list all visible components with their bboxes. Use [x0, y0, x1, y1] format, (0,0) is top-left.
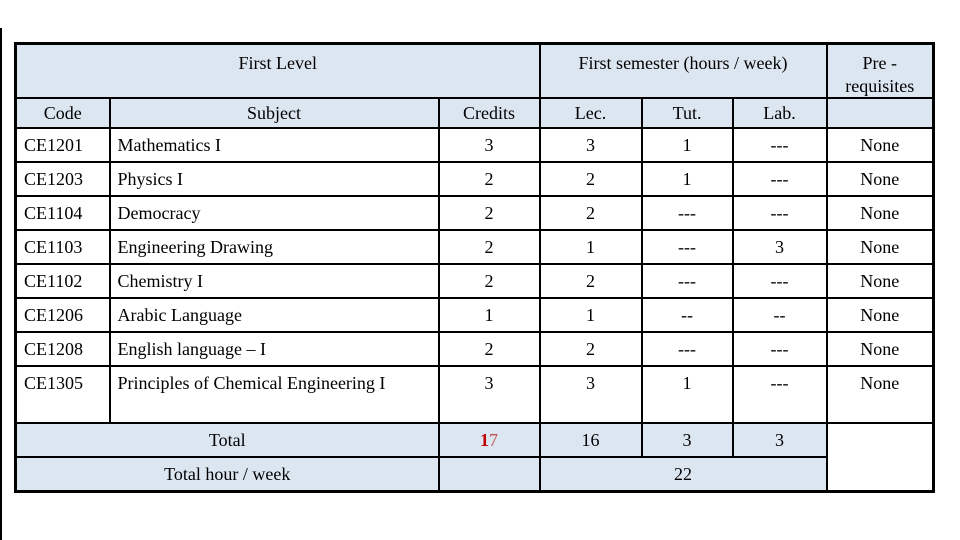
course-lab: --- — [731, 263, 828, 299]
course-credits: 2 — [437, 331, 541, 367]
semester-header-cell: First semester (hours / week) — [538, 42, 828, 99]
credits-column-header: Credits — [437, 97, 541, 129]
course-prereq: None — [825, 331, 935, 367]
course-lec: 3 — [538, 365, 643, 424]
course-lec: 2 — [538, 331, 643, 367]
total-hours-value-cell: 22 — [538, 456, 828, 492]
course-row: CE1103 Engineering Drawing 2 1 --- 3 Non… — [14, 229, 935, 265]
prerequisites-header-line2: requisites — [845, 75, 915, 96]
course-tut: --- — [640, 331, 734, 367]
course-code: CE1305 — [14, 365, 111, 424]
prerequisites-column-header-empty — [825, 97, 935, 129]
course-row: CE1305 Principles of Chemical Engineerin… — [14, 365, 935, 424]
course-row: CE1208 English language – I 2 2 --- --- … — [14, 331, 935, 367]
total-lab-cell: 3 — [731, 422, 828, 458]
course-subject: Physics I — [108, 161, 440, 197]
course-lab: -- — [731, 297, 828, 333]
total-credits-second-digit: 7 — [489, 429, 499, 450]
course-prereq: None — [825, 365, 935, 424]
course-code: CE1102 — [14, 263, 111, 299]
prerequisites-header-cell: Pre - requisites — [825, 42, 935, 99]
total-credits-cell: 17 — [437, 422, 541, 458]
course-credits: 2 — [437, 195, 541, 231]
course-tut: 1 — [640, 127, 734, 163]
total-credits-first-digit: 1 — [480, 429, 490, 450]
course-subject: Engineering Drawing — [108, 229, 440, 265]
course-subject: Chemistry I — [108, 263, 440, 299]
course-prereq: None — [825, 263, 935, 299]
course-prereq: None — [825, 297, 935, 333]
slide-left-border-line — [0, 28, 2, 540]
total-tut-cell: 3 — [640, 422, 734, 458]
course-code: CE1201 — [14, 127, 111, 163]
course-prereq: None — [825, 127, 935, 163]
course-subject: Mathematics I — [108, 127, 440, 163]
total-lec-cell: 16 — [538, 422, 643, 458]
total-hours-row: Total hour / week 22 — [14, 456, 934, 492]
course-lab: --- — [731, 195, 828, 231]
course-subject: Arabic Language — [108, 297, 440, 333]
course-row: CE1201 Mathematics I 3 3 1 --- None — [14, 127, 935, 163]
course-credits: 2 — [437, 229, 541, 265]
course-prereq: None — [825, 161, 935, 197]
course-subject: Democracy — [108, 195, 440, 231]
course-subject: English language – I — [108, 331, 440, 367]
course-lec: 2 — [538, 263, 643, 299]
course-prereq: None — [825, 229, 935, 265]
course-tut: 1 — [640, 365, 734, 424]
course-lec: 1 — [538, 229, 643, 265]
level-header-cell: First Level — [14, 42, 541, 99]
course-code: CE1208 — [14, 331, 111, 367]
lec-column-header: Lec. — [538, 97, 643, 129]
course-tut: --- — [640, 195, 734, 231]
group-header-row: First Level First semester (hours / week… — [14, 42, 935, 99]
course-code: CE1103 — [14, 229, 111, 265]
course-lec: 3 — [538, 127, 643, 163]
course-row: CE1104 Democracy 2 2 --- --- None — [14, 195, 935, 231]
course-credits: 2 — [437, 161, 541, 197]
course-code: CE1206 — [14, 297, 111, 333]
course-code: CE1203 — [14, 161, 111, 197]
course-row: CE1206 Arabic Language 1 1 -- -- None — [14, 297, 935, 333]
course-row: CE1203 Physics I 2 2 1 --- None — [14, 161, 935, 197]
prerequisites-header-line1: Pre - — [862, 53, 898, 73]
course-lec: 1 — [538, 297, 643, 333]
course-lab: --- — [731, 161, 828, 197]
course-tut: -- — [640, 297, 734, 333]
column-header-row: Code Subject Credits Lec. Tut. Lab. — [14, 97, 935, 129]
total-hours-credits-empty-cell — [437, 456, 541, 492]
course-lab: --- — [731, 365, 828, 424]
course-lec: 2 — [538, 161, 643, 197]
course-lab: --- — [731, 331, 828, 367]
course-tut: 1 — [640, 161, 734, 197]
first-level-course-table: First Level First semester (hours / week… — [14, 42, 936, 493]
code-column-header: Code — [14, 97, 111, 129]
course-tut: --- — [640, 229, 734, 265]
course-tut: --- — [640, 263, 734, 299]
course-credits: 3 — [437, 365, 541, 424]
course-lab: 3 — [731, 229, 828, 265]
course-lab: --- — [731, 127, 828, 163]
total-prereq-empty-cell — [825, 422, 935, 492]
tut-column-header: Tut. — [640, 97, 734, 129]
course-credits: 2 — [437, 263, 541, 299]
total-row: Total 17 16 3 3 — [14, 422, 935, 492]
total-label-cell: Total — [14, 422, 440, 458]
course-credits: 1 — [437, 297, 541, 333]
subject-column-header: Subject — [108, 97, 440, 129]
course-credits: 3 — [437, 127, 541, 163]
course-lec: 2 — [538, 195, 643, 231]
course-row: CE1102 Chemistry I 2 2 --- --- None — [14, 263, 935, 299]
course-subject: Principles of Chemical Engineering I — [108, 365, 440, 424]
total-hours-label-cell: Total hour / week — [14, 456, 440, 492]
course-prereq: None — [825, 195, 935, 231]
course-code: CE1104 — [14, 195, 111, 231]
lab-column-header: Lab. — [731, 97, 828, 129]
